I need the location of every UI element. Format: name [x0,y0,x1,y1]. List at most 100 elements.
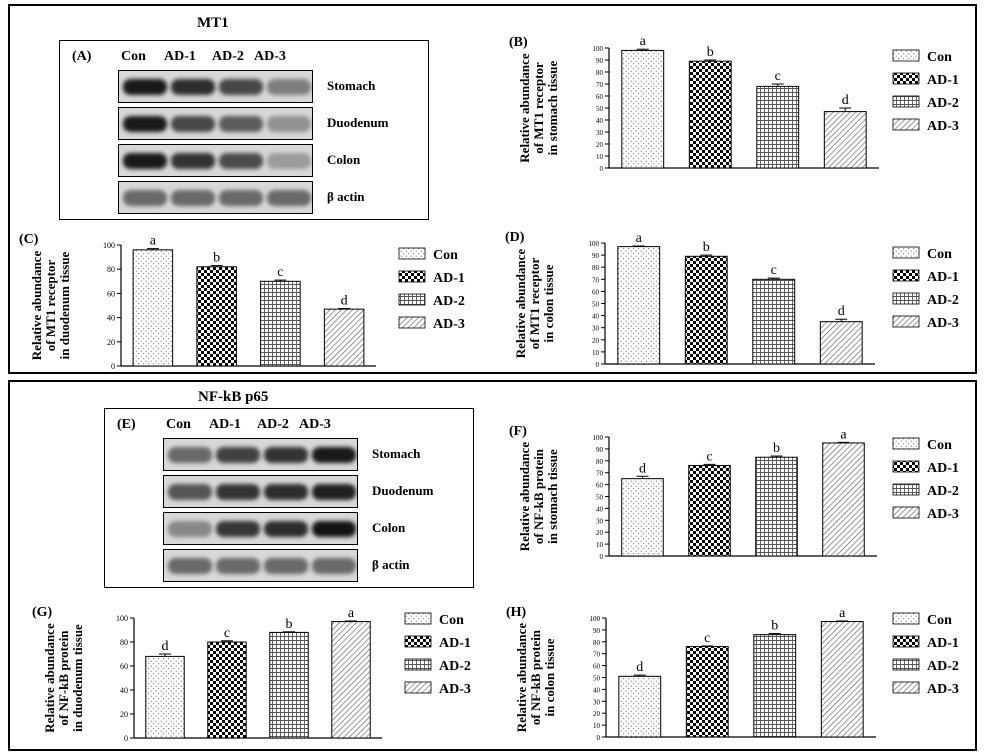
y-axis-label: in duodenum tissue [70,624,85,732]
legend-swatch [404,612,432,625]
y-tick-label: 0 [597,734,601,742]
significance-letter: b [213,251,220,266]
legend-swatch [892,95,920,108]
panel-label: (G) [32,605,53,620]
blot-band [264,558,308,574]
bar [207,641,247,739]
panel-label: (B) [509,35,528,50]
y-axis-label: Relative abundance [29,251,44,361]
bar [132,249,174,367]
y-tick-label: 60 [596,482,604,490]
legend-swatch [892,483,920,496]
y-axis-label: Relative abundance [42,623,57,733]
y-tick-label: 50 [596,105,604,113]
blot-strip [163,512,358,545]
legend-swatch [892,72,920,85]
y-tick-label: 0 [111,362,115,371]
y-tick-label: 20 [596,141,604,149]
blot-band [168,484,212,500]
bar [755,456,798,557]
blot-band [171,153,215,169]
legend-label: Con [927,50,952,65]
y-tick-label: 60 [120,662,128,671]
legend-swatch [892,246,920,259]
blot-band [264,484,308,500]
legend-swatch [892,49,920,62]
blot-band [123,190,167,206]
y-tick-label: 20 [596,529,604,537]
bar [617,246,661,365]
y-tick-label: 80 [107,265,115,274]
blot-row-label: β actin [327,189,365,204]
significance-letter: d [639,461,646,476]
legend-label: AD-3 [927,682,959,697]
legend-label: Con [927,438,952,453]
y-tick-label: 90 [596,446,604,454]
y-tick-label: 90 [593,627,601,635]
legend-label: AD-3 [927,119,959,134]
blot-row-label: Duodenum [372,483,434,498]
blot-lane-label: AD-1 [164,49,196,64]
y-tick-label: 70 [593,651,601,659]
y-tick-label: 40 [596,117,604,125]
bar [618,675,662,738]
y-tick-label: 100 [103,241,115,250]
blot-strip [118,70,313,103]
blot-lane-label: Con [166,417,191,432]
y-tick-label: 30 [596,129,604,137]
legend-label: Con [439,613,464,628]
blot-strip [118,107,313,140]
significance-letter: a [640,34,647,49]
legend-swatch [404,658,432,671]
y-axis-label: of MT1 receptor [43,260,58,352]
blot-band [219,153,263,169]
blot-strip [163,549,358,582]
western-blot-panel-e: (E) Con AD-1 AD-2 AD-3 Stomach Duodenum Colon β… [104,408,474,588]
blot-panel-label: (E) [117,417,136,432]
western-blot-panel-a: (A) Con AD-1 AD-2 AD-3 Stomach Duodenum Colon β… [59,40,429,220]
y-axis-label: of NF-kB protein [531,448,546,544]
y-tick-label: 0 [600,553,604,561]
panel-label: (F) [509,424,527,439]
blot-band [312,521,356,537]
blot-band [123,79,167,95]
y-axis-label: Relative abundance [513,249,528,359]
blot-band [264,521,308,537]
blot-panel-label: (A) [72,49,92,64]
y-tick-label: 20 [120,710,128,719]
significance-letter: a [348,606,355,621]
y-tick-label: 70 [592,276,600,284]
blot-band [267,79,311,95]
bar [688,60,732,169]
y-tick-label: 60 [596,93,604,101]
bar [621,49,665,169]
legend-label: AD-2 [927,96,959,111]
legend-swatch [404,681,432,694]
bar [331,621,371,739]
y-tick-label: 50 [596,494,604,502]
blot-band [123,116,167,132]
blot-band [219,190,263,206]
legend-swatch [892,315,920,328]
y-axis-label: of NF-kB protein [528,629,543,725]
significance-letter: d [842,93,849,108]
legend-label: AD-1 [927,270,959,285]
legend-swatch [892,658,920,671]
bar [820,621,864,738]
blot-strip [163,438,358,471]
y-tick-label: 30 [592,325,600,333]
section-nfkb-frame [8,380,977,751]
legend-label: AD-3 [439,682,471,697]
bar [260,280,301,367]
blot-band [216,521,260,537]
legend-label: AD-3 [927,316,959,331]
legend-swatch [892,612,920,625]
blot-band [219,116,263,132]
blot-band [171,190,215,206]
legend-swatch [398,270,426,283]
panel-label: (H) [506,605,527,620]
section-nfkb-title: NF-kB p65 [198,389,269,405]
y-axis-label: in colon tissue [542,638,557,716]
blot-lane-label: AD-2 [257,417,289,432]
y-tick-label: 50 [592,301,600,309]
